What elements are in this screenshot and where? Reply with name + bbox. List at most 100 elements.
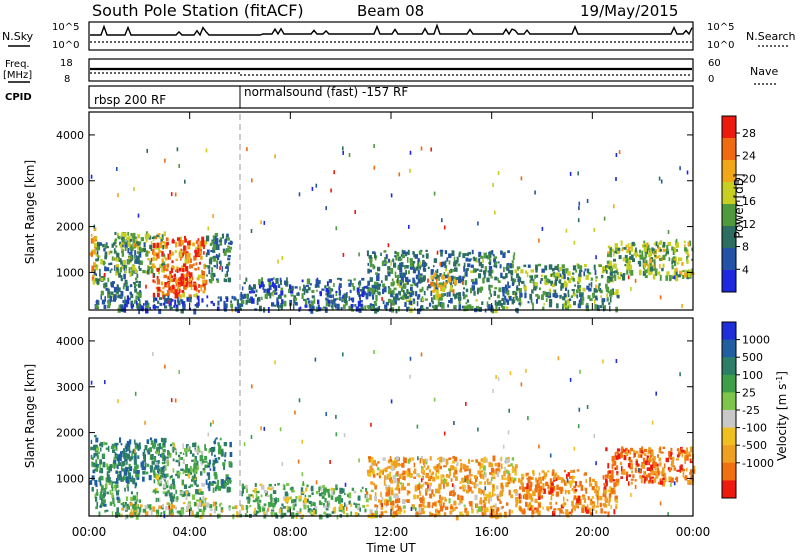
echo-cell (164, 254, 166, 260)
echo-cell (203, 263, 206, 270)
echo-cell (409, 457, 411, 463)
echo-cell (158, 236, 162, 239)
echo-cell (187, 241, 191, 246)
echo-cell (490, 477, 493, 482)
echo-cell (213, 480, 216, 484)
echo-cell (668, 257, 671, 262)
echo-cell (430, 472, 433, 475)
echo-cell (173, 273, 176, 277)
echo-cell (648, 447, 651, 454)
echo-cell (188, 485, 191, 489)
echo-cell (136, 503, 139, 508)
echo-cell (422, 275, 426, 281)
echo-cell (452, 494, 455, 497)
echo-cell (328, 500, 331, 504)
echo-cell (412, 261, 416, 264)
echo-cell (183, 484, 188, 489)
echo-cell (313, 298, 316, 304)
echo-cell (552, 510, 556, 517)
echo-cell (128, 463, 131, 467)
echo-cell (557, 273, 561, 279)
echo-cell (610, 505, 612, 509)
echo-cell (335, 292, 338, 297)
echo-cell (564, 469, 566, 473)
echo-cell (335, 432, 338, 437)
echo-cell (114, 238, 118, 241)
echo-cell (224, 482, 227, 487)
echo-cell (587, 496, 590, 501)
echo-cell (438, 463, 441, 468)
echo-cell (444, 263, 446, 268)
echo-cell (280, 307, 283, 310)
echo-cell (172, 505, 176, 509)
echo-cell (468, 251, 472, 255)
echo-cell (671, 246, 674, 251)
echo-cell (414, 484, 418, 488)
echo-cell (671, 456, 675, 461)
echo-cell (463, 297, 466, 300)
echo-cell (576, 294, 579, 299)
echo-cell (435, 472, 437, 478)
echo-cell (166, 491, 168, 494)
echo-cell (280, 287, 284, 293)
echo-cell (660, 471, 664, 474)
echo-cell (491, 250, 494, 255)
echo-cell (269, 487, 273, 491)
echo-cell (318, 500, 322, 505)
echo-cell (497, 498, 501, 501)
echo-cell (120, 443, 123, 446)
echo-cell (449, 470, 451, 476)
echo-cell (682, 274, 685, 279)
echo-cell (149, 447, 152, 452)
echo-cell (124, 506, 128, 511)
echo-cell (405, 253, 408, 256)
echo-cell (381, 470, 384, 474)
echo-cell (449, 285, 453, 291)
echo-cell (166, 263, 170, 268)
echo-cell (181, 290, 185, 293)
echo-cell (174, 289, 178, 295)
echo-cell (492, 488, 494, 495)
echo-cell (516, 266, 521, 269)
echo-cell (542, 506, 544, 510)
echo-cell (185, 280, 189, 286)
echo-cell (168, 276, 172, 283)
echo-cell (137, 234, 141, 239)
echo-cell (95, 304, 99, 309)
echo-cell (129, 238, 133, 242)
echo-cell (647, 473, 651, 478)
echo-cell (452, 509, 454, 512)
echo-cell (433, 285, 436, 291)
echo-cell (433, 265, 435, 268)
echo-cell (387, 459, 391, 464)
station-title: South Pole Station (fitACF) (92, 1, 304, 20)
echo-cell (441, 218, 443, 223)
echo-cell (289, 506, 292, 509)
echo-cell (196, 499, 200, 502)
echo-cell (390, 460, 394, 465)
echo-cell (518, 302, 521, 305)
echo-cell (615, 451, 619, 454)
echo-cell (390, 506, 394, 511)
echo-cell (527, 488, 530, 495)
echo-cell (497, 467, 501, 473)
echo-cell (634, 479, 637, 482)
echo-cell (96, 489, 98, 495)
echo-cell (440, 466, 443, 470)
echo-cell (438, 483, 442, 490)
echo-cell (606, 263, 610, 266)
echo-cell (595, 492, 599, 497)
echo-cell (561, 264, 565, 269)
echo-cell (195, 240, 199, 244)
echo-cell (122, 259, 127, 265)
echo-cell (240, 299, 245, 304)
colorbar-tick-label: 4 (742, 263, 749, 276)
echo-cell (614, 250, 617, 254)
echo-cell (179, 452, 182, 454)
echo-cell (132, 237, 136, 243)
echo-cell (171, 265, 174, 269)
echo-cell (201, 510, 205, 516)
echo-cell (121, 461, 125, 467)
echo-cell (263, 503, 266, 510)
